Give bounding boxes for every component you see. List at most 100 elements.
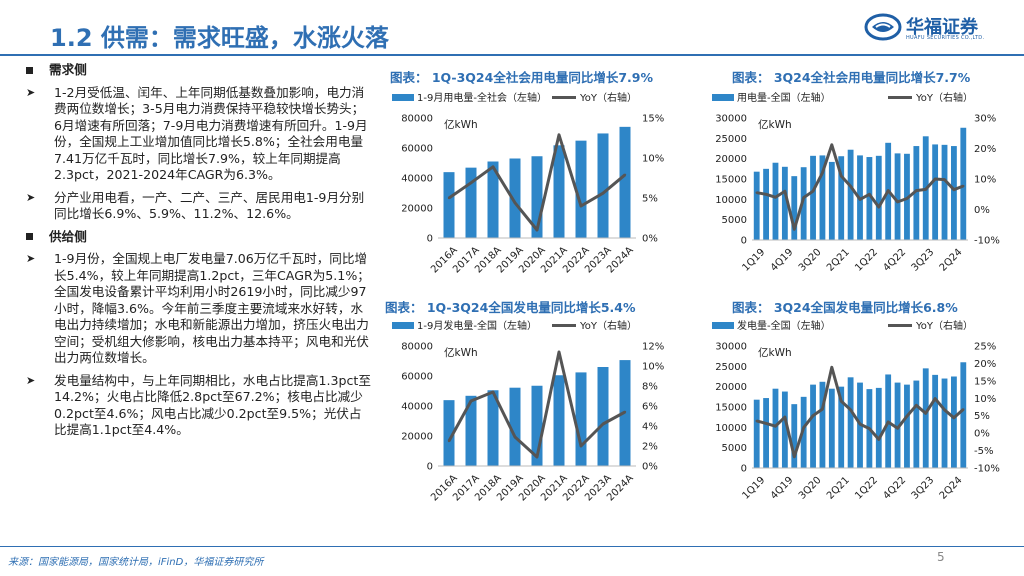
y2-tick-label: 15% xyxy=(642,114,664,125)
y-axis-left: 0 20000 40000 60000 80000 xyxy=(401,342,433,473)
y2-tick-label: 20% xyxy=(974,144,996,155)
y2-tick-label: 10% xyxy=(974,175,996,186)
y2-tick-label: -10% xyxy=(974,236,1000,247)
bar xyxy=(781,391,788,468)
x-tick-label: 4Q19 xyxy=(769,247,796,274)
bar xyxy=(819,155,826,240)
demand-heading-label: 需求侧 xyxy=(49,62,87,77)
bar xyxy=(800,167,807,240)
yoy-point xyxy=(811,190,815,193)
legend-line-label: YoY（右轴） xyxy=(579,319,637,332)
square-bullet-icon xyxy=(26,66,33,74)
x-tick-label: 1Q19 xyxy=(740,247,767,274)
yoy-point xyxy=(821,407,824,411)
y-tick-label: 0 xyxy=(427,234,433,245)
yoy-point xyxy=(764,193,768,196)
chart-title-1: 图表： 1Q-3Q24全社会用电量同比增长7.9% xyxy=(390,70,653,85)
legend: 用电量-全国（左轴） YoY（右轴） xyxy=(712,91,973,104)
bar xyxy=(509,387,521,466)
yoy-point xyxy=(830,366,834,369)
yoy-point xyxy=(491,165,495,168)
yoy-point xyxy=(868,427,871,430)
bar xyxy=(894,153,901,240)
yoy-point xyxy=(933,177,937,181)
bar xyxy=(847,149,854,240)
bar-series xyxy=(443,126,631,238)
y2-tick-label: 0% xyxy=(974,205,990,216)
x-tick-label: 3Q23 xyxy=(910,247,937,274)
bar-series xyxy=(753,362,967,468)
y-axis-right: -10% 0% 10% 20% 30% xyxy=(974,114,1000,247)
legend-bar-label: 1-9月用电量-全社会（左轴） xyxy=(417,91,547,104)
y-tick-label: 60000 xyxy=(401,144,433,155)
bar xyxy=(553,145,565,238)
bar xyxy=(597,133,609,238)
bar xyxy=(904,384,910,468)
y2-tick-label: 4% xyxy=(642,422,658,433)
supply-bullet-text: 发电量结构中，与上年同期相比，水电占比提高1.3pct至14.2%；火电占比降低… xyxy=(54,372,371,438)
bar xyxy=(810,384,816,468)
bar xyxy=(531,156,543,238)
title-divider xyxy=(0,54,1024,56)
yoy-point xyxy=(905,197,909,200)
yoy-point xyxy=(933,397,937,400)
y2-tick-label: 2% xyxy=(642,442,658,453)
yoy-points xyxy=(447,350,627,459)
logo-text-cn: 华福证券 xyxy=(906,17,978,38)
y2-tick-label: 5% xyxy=(974,411,990,422)
bar xyxy=(465,395,477,466)
bar xyxy=(575,140,587,238)
yoy-point xyxy=(774,196,777,199)
yoy-point xyxy=(579,204,583,208)
bar xyxy=(619,126,631,238)
x-tick-label: 3Q23 xyxy=(910,475,937,502)
demand-bullet-text: 分产业用电看，一产、二产、三产、居民用电1-9月分别同比增长6.9%、5.9%、… xyxy=(54,189,365,222)
x-tick-label: 2Q24 xyxy=(938,475,965,502)
supply-heading: 供给侧 xyxy=(26,229,372,246)
bar xyxy=(810,155,816,240)
bar xyxy=(763,168,769,240)
bar xyxy=(575,372,587,466)
bar xyxy=(443,172,455,238)
legend-bar-label: 发电量-全国（左轴） xyxy=(737,319,831,332)
list-item: ➤ 1-9月份，全国规上电厂发电量7.06万亿千瓦时，同比增长5.4%，较上年同… xyxy=(26,251,372,367)
bar-series xyxy=(753,127,967,240)
y2-tick-label: 0% xyxy=(642,234,658,245)
bar xyxy=(951,376,957,468)
bar xyxy=(951,146,957,240)
chart-annual-generation: 1-9月发电量-全国（左轴） YoY（右轴） 亿kWh 0 20000 40000 6000… xyxy=(392,319,664,503)
bar xyxy=(922,368,929,468)
x-tick-label: 2Q21 xyxy=(825,475,852,502)
list-item: ➤ 发电量结构中，与上年同期相比，水电占比提高1.3pct至14.2%；火电占比… xyxy=(26,373,372,439)
y2-tick-label: 6% xyxy=(642,402,658,413)
y-tick-label: 0 xyxy=(741,236,747,247)
legend-bar-swatch xyxy=(712,322,734,329)
bar xyxy=(875,387,882,468)
bar xyxy=(781,166,788,240)
legend: 1-9月发电量-全国（左轴） YoY（右轴） xyxy=(392,319,637,332)
yoy-point xyxy=(623,173,627,176)
y2-tick-label: -5% xyxy=(974,446,993,457)
yoy-point xyxy=(783,190,787,193)
yoy-point xyxy=(793,455,796,459)
yoy-point xyxy=(535,228,539,232)
y2-tick-label: 10% xyxy=(642,154,664,165)
bar xyxy=(960,362,967,468)
yoy-point xyxy=(896,200,899,204)
yoy-point xyxy=(952,416,956,420)
bar xyxy=(487,390,499,466)
yoy-point xyxy=(774,424,777,428)
logo-text-en: HUAFU SECURITIES CO.,LTD. xyxy=(906,35,985,41)
arrow-bullet-icon: ➤ xyxy=(26,85,36,99)
x-tick-label: 4Q22 xyxy=(881,247,908,274)
legend-bar-swatch xyxy=(712,94,734,101)
y-tick-label: 15000 xyxy=(715,175,747,186)
y-tick-label: 30000 xyxy=(715,342,747,353)
bar xyxy=(894,382,901,468)
yoy-point xyxy=(915,189,918,192)
yoy-point xyxy=(513,201,517,204)
yoy-point xyxy=(924,188,927,191)
bar xyxy=(913,380,920,468)
yoy-point xyxy=(601,422,605,426)
yoy-point xyxy=(868,193,871,196)
